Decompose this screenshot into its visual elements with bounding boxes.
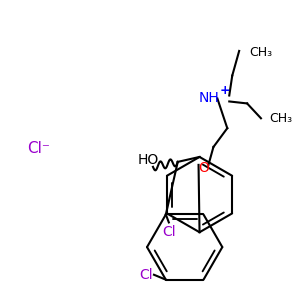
Text: +: + [220, 84, 231, 97]
Text: CH₃: CH₃ [249, 46, 272, 59]
Text: Cl⁻: Cl⁻ [28, 140, 50, 155]
Text: O: O [198, 161, 209, 175]
Text: NH: NH [199, 92, 220, 106]
Text: HO: HO [137, 153, 159, 167]
Text: Cl: Cl [162, 225, 175, 239]
Text: CH₃: CH₃ [269, 112, 292, 125]
Text: Cl: Cl [139, 268, 153, 282]
